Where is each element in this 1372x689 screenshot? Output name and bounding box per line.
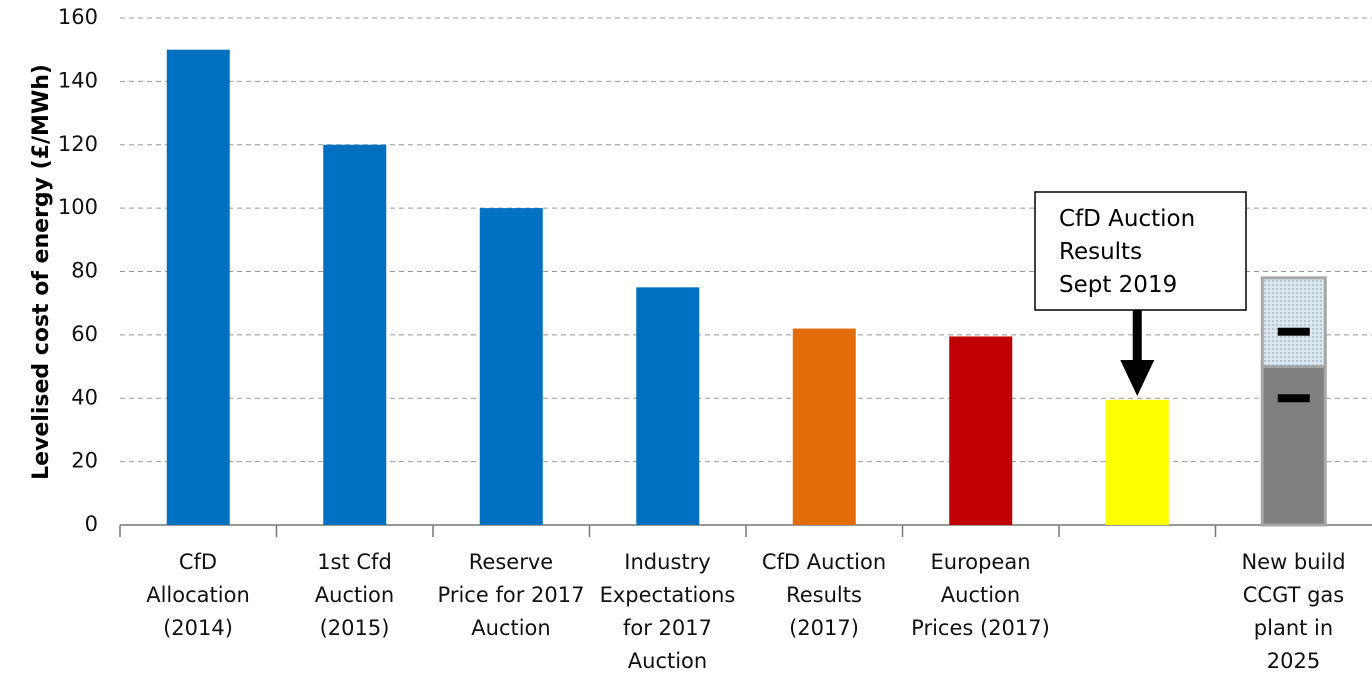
x-tick-label: Reserve Price for 2017 Auction xyxy=(437,550,585,640)
bar xyxy=(166,49,230,525)
y-tick-label: 40 xyxy=(71,385,98,409)
y-tick-label: 100 xyxy=(58,195,98,219)
x-tick-label: CfD Allocation (2014) xyxy=(146,550,250,640)
annotation-box xyxy=(1034,191,1247,311)
x-tick-label: Industry Expectations for 2017 Auction xyxy=(599,550,736,673)
y-tick-label: 120 xyxy=(58,132,98,156)
bar xyxy=(1260,365,1327,527)
y-tick-label: 80 xyxy=(71,259,98,283)
bar xyxy=(949,336,1013,525)
x-tick-label: European Auction Prices (2017) xyxy=(911,550,1050,640)
y-tick-label: 60 xyxy=(71,322,98,346)
x-tick-label: 1st Cfd Auction (2015) xyxy=(314,550,395,640)
marker xyxy=(1277,327,1310,336)
y-tick-label: 140 xyxy=(58,68,98,92)
annotation: CfD Auction Results Sept 2019 xyxy=(1059,206,1196,298)
bar xyxy=(636,287,700,525)
x-tick-label: CfD Auction Results (2017) xyxy=(761,550,887,640)
bar xyxy=(323,144,387,525)
annotation-arrowhead xyxy=(1120,360,1155,396)
marker xyxy=(1277,394,1310,403)
bar xyxy=(792,328,856,525)
y-tick-label: 20 xyxy=(71,449,98,473)
y-tick-label: 0 xyxy=(85,512,98,536)
bar xyxy=(479,208,543,525)
y-axis-label: Levelised cost of energy (£/MWh) xyxy=(29,64,54,480)
y-tick-label: 160 xyxy=(58,5,98,29)
bar xyxy=(1260,276,1327,369)
bar xyxy=(1105,399,1169,525)
x-tick-label: New build CCGT gas plant in 2025 xyxy=(1241,550,1346,673)
